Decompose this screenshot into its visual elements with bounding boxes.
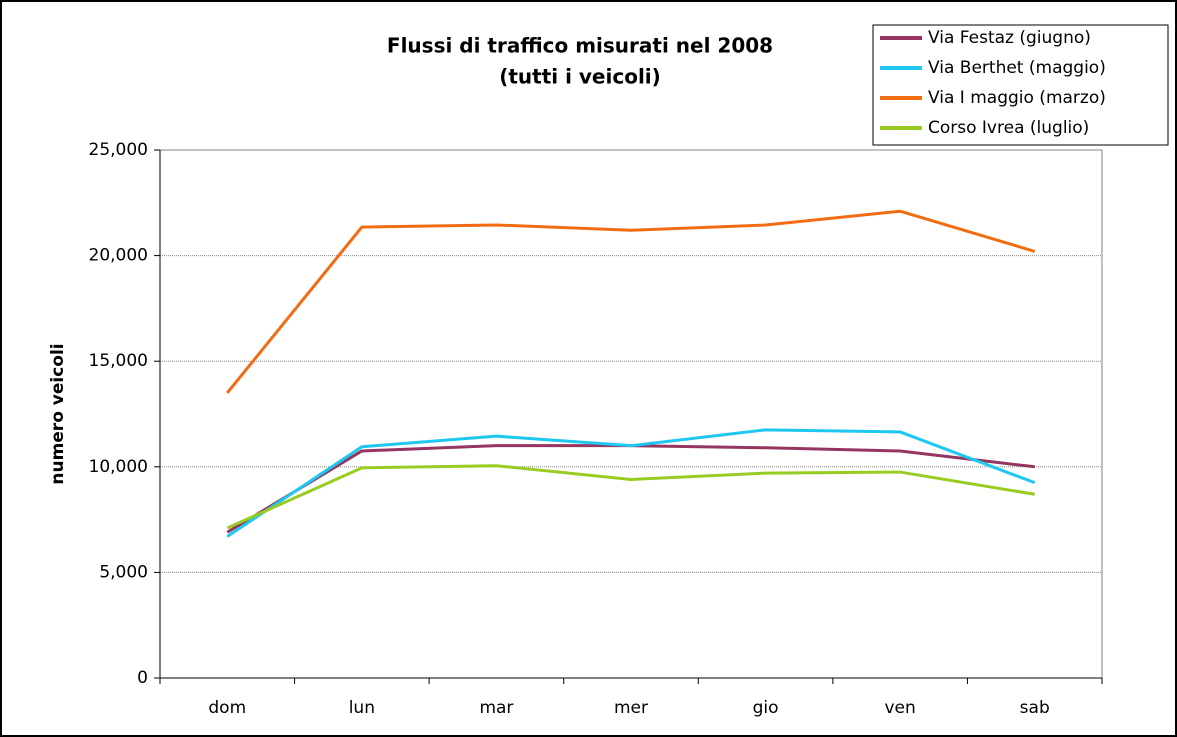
y-tick-label: 15,000 xyxy=(89,351,148,371)
x-tick-label: lun xyxy=(349,698,375,718)
x-tick-label: mer xyxy=(614,698,648,718)
legend-label: Via Festaz (giugno) xyxy=(928,28,1091,48)
series-line xyxy=(226,464,1035,530)
x-tick-label: dom xyxy=(208,698,246,718)
y-tick-label: 25,000 xyxy=(89,140,148,160)
series-line xyxy=(226,428,1036,538)
y-tick-label: 10,000 xyxy=(89,457,148,477)
chart-title: Flussi di traffico misurati nel 2008 xyxy=(387,34,773,58)
legend-label: Corso Ivrea (luglio) xyxy=(928,118,1089,138)
x-tick-label: sab xyxy=(1020,698,1050,718)
legend-label: Via I maggio (marzo) xyxy=(928,88,1106,108)
chart-subtitle: (tutti i veicoli) xyxy=(499,65,661,89)
series-line xyxy=(226,209,1036,394)
x-tick-label: gio xyxy=(753,698,779,718)
y-tick-label: 5,000 xyxy=(99,562,148,582)
y-tick-label: 20,000 xyxy=(89,246,148,266)
x-tick-label: mar xyxy=(479,698,513,718)
legend-box xyxy=(872,24,1169,146)
legend-label: Via Berthet (maggio) xyxy=(928,58,1106,78)
y-axis-title: numero veicoli xyxy=(48,343,68,484)
y-tick-label: 0 xyxy=(137,668,148,688)
x-tick-label: ven xyxy=(884,698,915,718)
